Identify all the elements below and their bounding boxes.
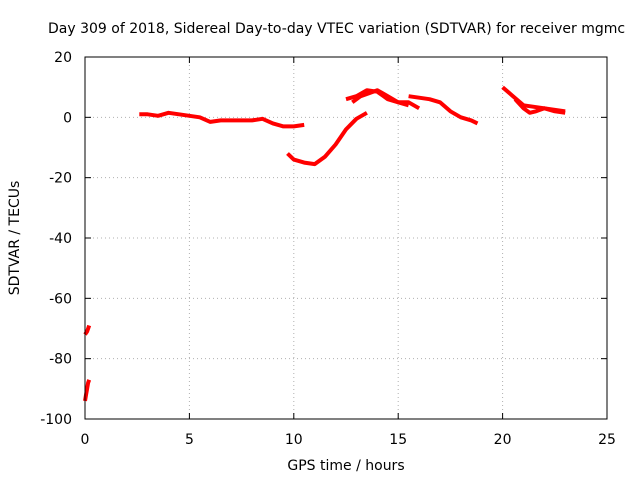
y-tick-label: 0 bbox=[63, 110, 72, 126]
axis-ticks: 0 5 10 15 20 25 -100 -80 -60 -40 -20 0 20 bbox=[40, 50, 616, 448]
y-tick-label: -60 bbox=[49, 291, 72, 307]
y-tick-label: 20 bbox=[54, 50, 72, 66]
x-tick-label: 5 bbox=[185, 432, 194, 448]
series-line-seg-6 bbox=[351, 88, 410, 108]
grid-lines bbox=[85, 57, 607, 419]
x-tick-label: 25 bbox=[598, 432, 616, 448]
y-tick-label: -20 bbox=[49, 171, 72, 187]
series-line-seg-8 bbox=[501, 85, 566, 114]
series-line-seg-1 bbox=[83, 324, 92, 336]
series-line-seg-7 bbox=[408, 94, 479, 126]
y-tick-label: -80 bbox=[49, 352, 72, 368]
y-tick-label: -100 bbox=[40, 412, 72, 428]
y-axis-label: SDTVAR / TECUs bbox=[7, 181, 23, 296]
chart-title: Day 309 of 2018, Sidereal Day-to-day VTE… bbox=[48, 21, 625, 37]
series-line-seg-9 bbox=[513, 97, 566, 115]
series-line-seg-4 bbox=[286, 111, 368, 167]
x-tick-label: 20 bbox=[494, 432, 512, 448]
x-tick-label: 15 bbox=[389, 432, 407, 448]
x-axis-label: GPS time / hours bbox=[287, 458, 404, 474]
x-tick-label: 10 bbox=[285, 432, 303, 448]
data-series bbox=[83, 85, 566, 402]
series-line-seg-3 bbox=[139, 110, 305, 129]
series-line-seg-2 bbox=[83, 379, 92, 402]
y-tick-label: -40 bbox=[49, 231, 72, 247]
x-tick-label: 0 bbox=[81, 432, 90, 448]
